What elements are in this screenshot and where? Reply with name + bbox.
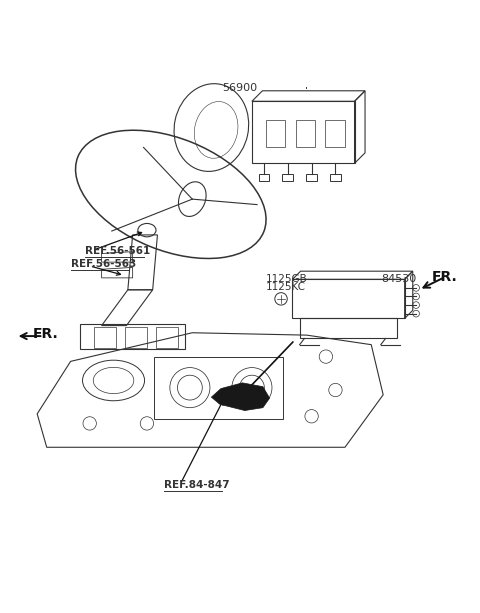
Text: 84530: 84530: [381, 273, 416, 284]
Text: FR.: FR.: [33, 327, 58, 341]
Polygon shape: [211, 383, 270, 411]
Text: REF.56-561: REF.56-561: [85, 246, 150, 256]
Text: 56900: 56900: [222, 83, 258, 93]
Text: REF.84-847: REF.84-847: [164, 480, 229, 490]
Text: 1125KC: 1125KC: [266, 282, 306, 292]
Text: FR.: FR.: [432, 270, 457, 284]
Text: 1125GB: 1125GB: [266, 273, 308, 284]
Text: REF.56-563: REF.56-563: [71, 259, 136, 269]
